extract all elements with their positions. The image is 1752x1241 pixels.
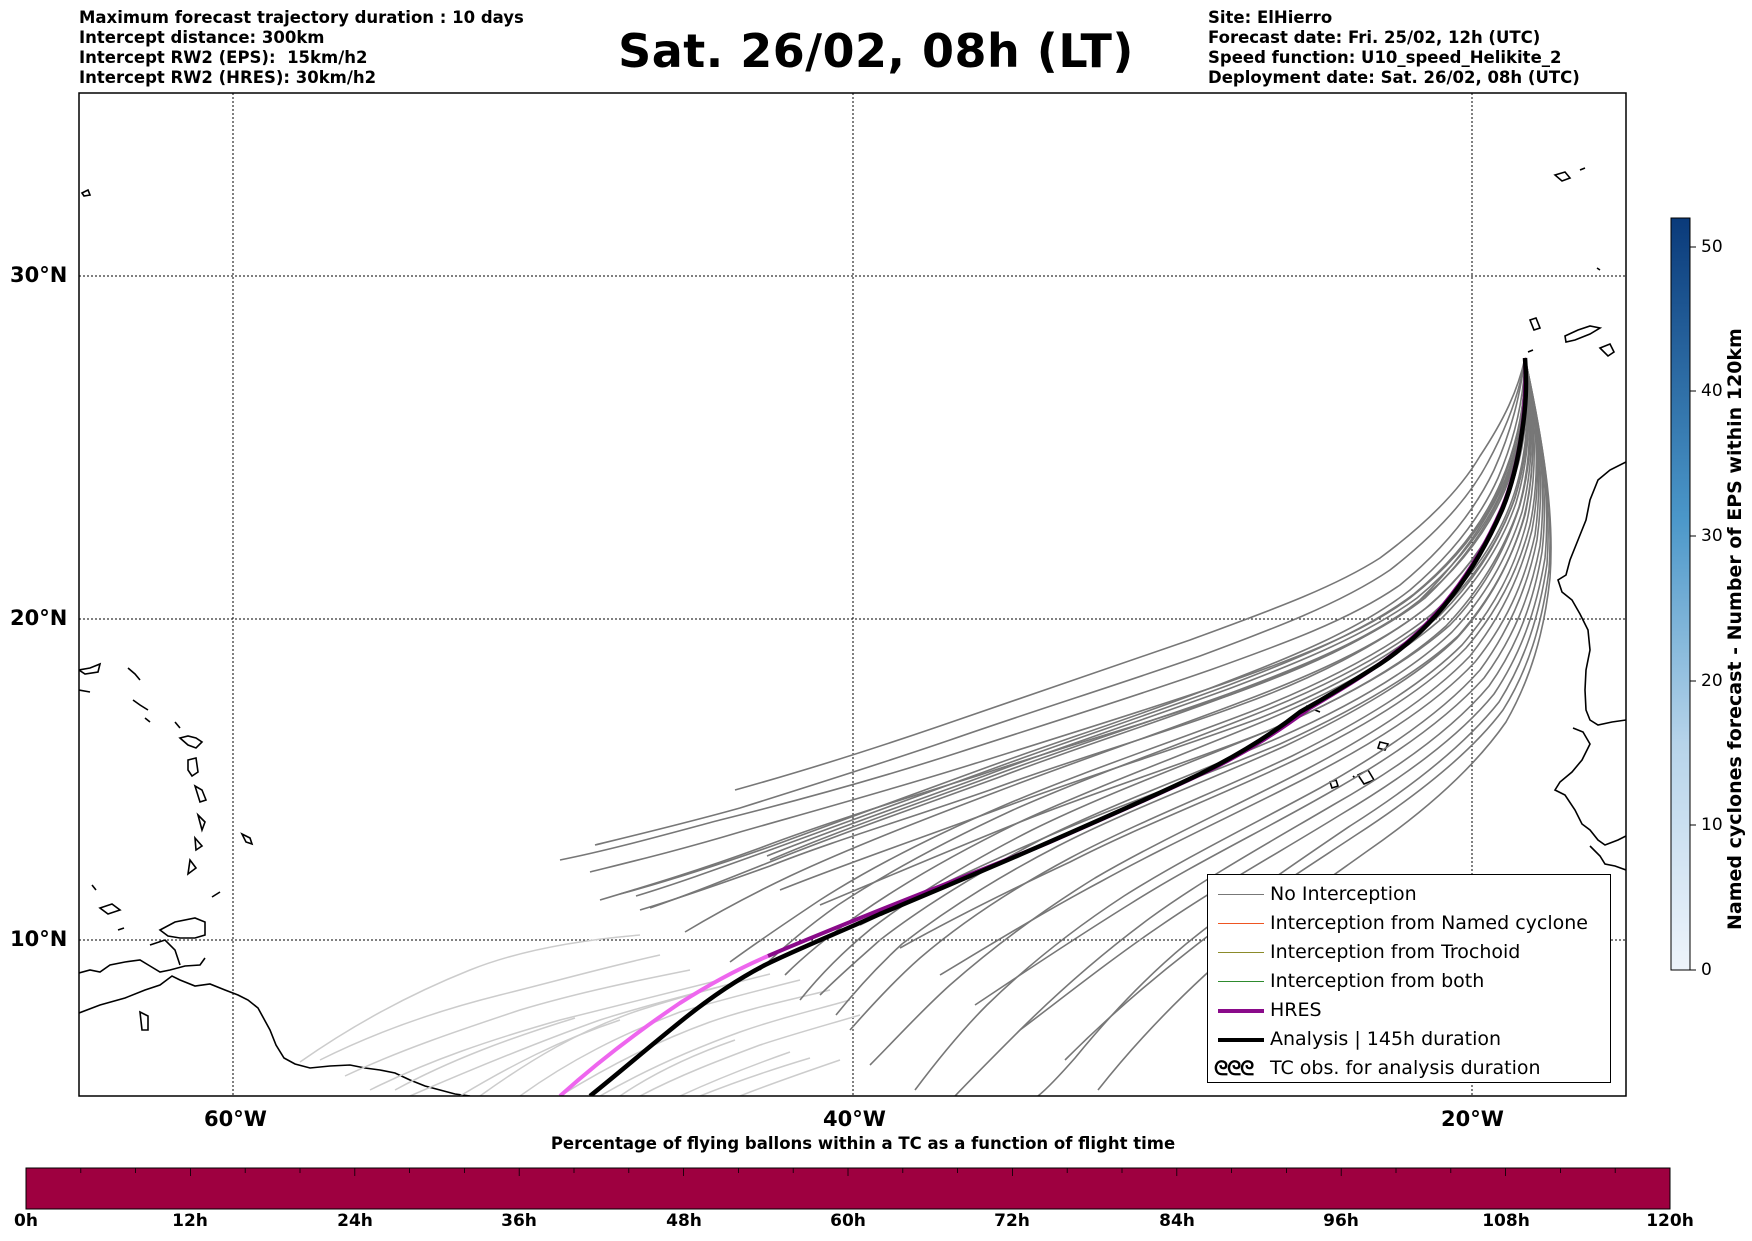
legend-swatch	[1218, 981, 1264, 982]
coast-venezuela-gulf	[79, 957, 206, 974]
deployment-date-text: Deployment date: Sat. 26/02, 08h (UTC)	[1208, 68, 1580, 87]
legend-label: Interception from Trochoid	[1270, 941, 1521, 963]
timebar-label-0h: 0h	[14, 1211, 38, 1231]
colorbar-tick-10: 10	[1701, 815, 1723, 835]
cyclone-symbol-icon: ᘓᘓᘓ	[1214, 1056, 1254, 1080]
intercept-distance-text: Intercept distance: 300km	[79, 28, 325, 47]
coast-trinidad	[158, 917, 206, 939]
legend-item-no-interception: No Interception	[1208, 881, 1610, 909]
site-text: Site: ElHierro	[1208, 8, 1333, 27]
timebar-label-84h: 84h	[1159, 1211, 1195, 1231]
max-duration-text: Maximum forecast trajectory duration : 1…	[79, 8, 524, 27]
colorbar-tick-50: 50	[1701, 237, 1723, 257]
intercept-hres-text: Intercept RW2 (HRES): 30km/h2	[79, 68, 377, 87]
colorbar-tick-0: 0	[1701, 960, 1712, 980]
timebar-label-120h: 120h	[1646, 1211, 1694, 1231]
lon-label-60w: 60°W	[204, 1107, 267, 1131]
timebar-label-60h: 60h	[830, 1211, 866, 1231]
legend-label: TC obs. for analysis duration	[1270, 1057, 1541, 1079]
timebar-label-96h: 96h	[1323, 1211, 1359, 1231]
colorbar-tick-30: 30	[1701, 526, 1723, 546]
timebar-label-48h: 48h	[666, 1211, 702, 1231]
lon-label-40w: 40°W	[823, 1107, 886, 1131]
map-legend: No Interception Interception from Named …	[1207, 874, 1611, 1083]
lat-label-10n: 10°N	[10, 927, 68, 951]
legend-label: No Interception	[1270, 883, 1417, 905]
lat-label-20n: 20°N	[10, 606, 68, 630]
legend-item-analysis: Analysis | 145h duration	[1208, 1026, 1610, 1054]
colorbar-tick-40: 40	[1701, 381, 1723, 401]
coast-paria	[149, 939, 181, 966]
legend-label: Analysis | 145h duration	[1270, 1028, 1502, 1050]
legend-item-both: Interception from both	[1208, 968, 1610, 996]
legend-swatch	[1218, 1009, 1264, 1013]
island-pr	[79, 662, 102, 675]
colorbar	[1670, 217, 1696, 971]
legend-label: HRES	[1270, 999, 1322, 1021]
hres-trajectory-faded	[558, 954, 769, 1096]
timebar-label-24h: 24h	[337, 1211, 373, 1231]
forecast-date-text: Forecast date: Fri. 25/02, 12h (UTC)	[1208, 28, 1541, 47]
timebar-title: Percentage of flying ballons within a TC…	[550, 1134, 1176, 1153]
intercept-eps-text: Intercept RW2 (EPS): 15km/h2	[79, 48, 368, 67]
time-bar	[25, 1167, 1671, 1210]
legend-swatch	[1218, 923, 1264, 924]
main-title: Sat. 26/02, 08h (LT)	[618, 24, 1134, 78]
island-fuerteventura	[1564, 325, 1603, 343]
colorbar-title: Named cyclones forecast - Number of EPS …	[1724, 328, 1746, 930]
legend-item-tc-obs: ᘓᘓᘓ TC obs. for analysis duration	[1208, 1055, 1610, 1083]
timebar-label-36h: 36h	[501, 1211, 537, 1231]
speed-function-text: Speed function: U10_speed_Helikite_2	[1208, 48, 1562, 67]
legend-swatch	[1218, 894, 1264, 895]
lon-label-20w: 20°W	[1441, 1107, 1504, 1131]
island-madeira	[1553, 171, 1572, 182]
coastlines	[79, 167, 1626, 1096]
legend-swatch	[1218, 952, 1264, 953]
header-left-info: Maximum forecast trajectory duration : 1…	[79, 8, 524, 88]
legend-item-hres: HRES	[1208, 997, 1610, 1025]
island-gran-canaria	[1598, 342, 1616, 358]
analysis-trajectory	[588, 357, 1529, 1096]
coast-south-america	[79, 975, 471, 1096]
legend-label: Interception from Named cyclone	[1270, 912, 1588, 934]
coast-africa	[1557, 461, 1626, 726]
lat-label-30n: 30°N	[10, 263, 68, 287]
map-frame	[78, 92, 1627, 1097]
timebar-label-72h: 72h	[994, 1211, 1030, 1231]
colorbar-tick-20: 20	[1701, 671, 1723, 691]
header-right-info: Site: ElHierro Forecast date: Fri. 25/02…	[1208, 8, 1580, 88]
legend-label: Interception from both	[1270, 970, 1485, 992]
legend-item-named-cyclone: Interception from Named cyclone	[1208, 910, 1610, 938]
legend-swatch	[1218, 1038, 1264, 1042]
legend-item-trochoid: Interception from Trochoid	[1208, 939, 1610, 967]
timebar-label-12h: 12h	[172, 1211, 208, 1231]
eps-trajectories	[559, 357, 1552, 1096]
timebar-label-108h: 108h	[1482, 1211, 1530, 1231]
